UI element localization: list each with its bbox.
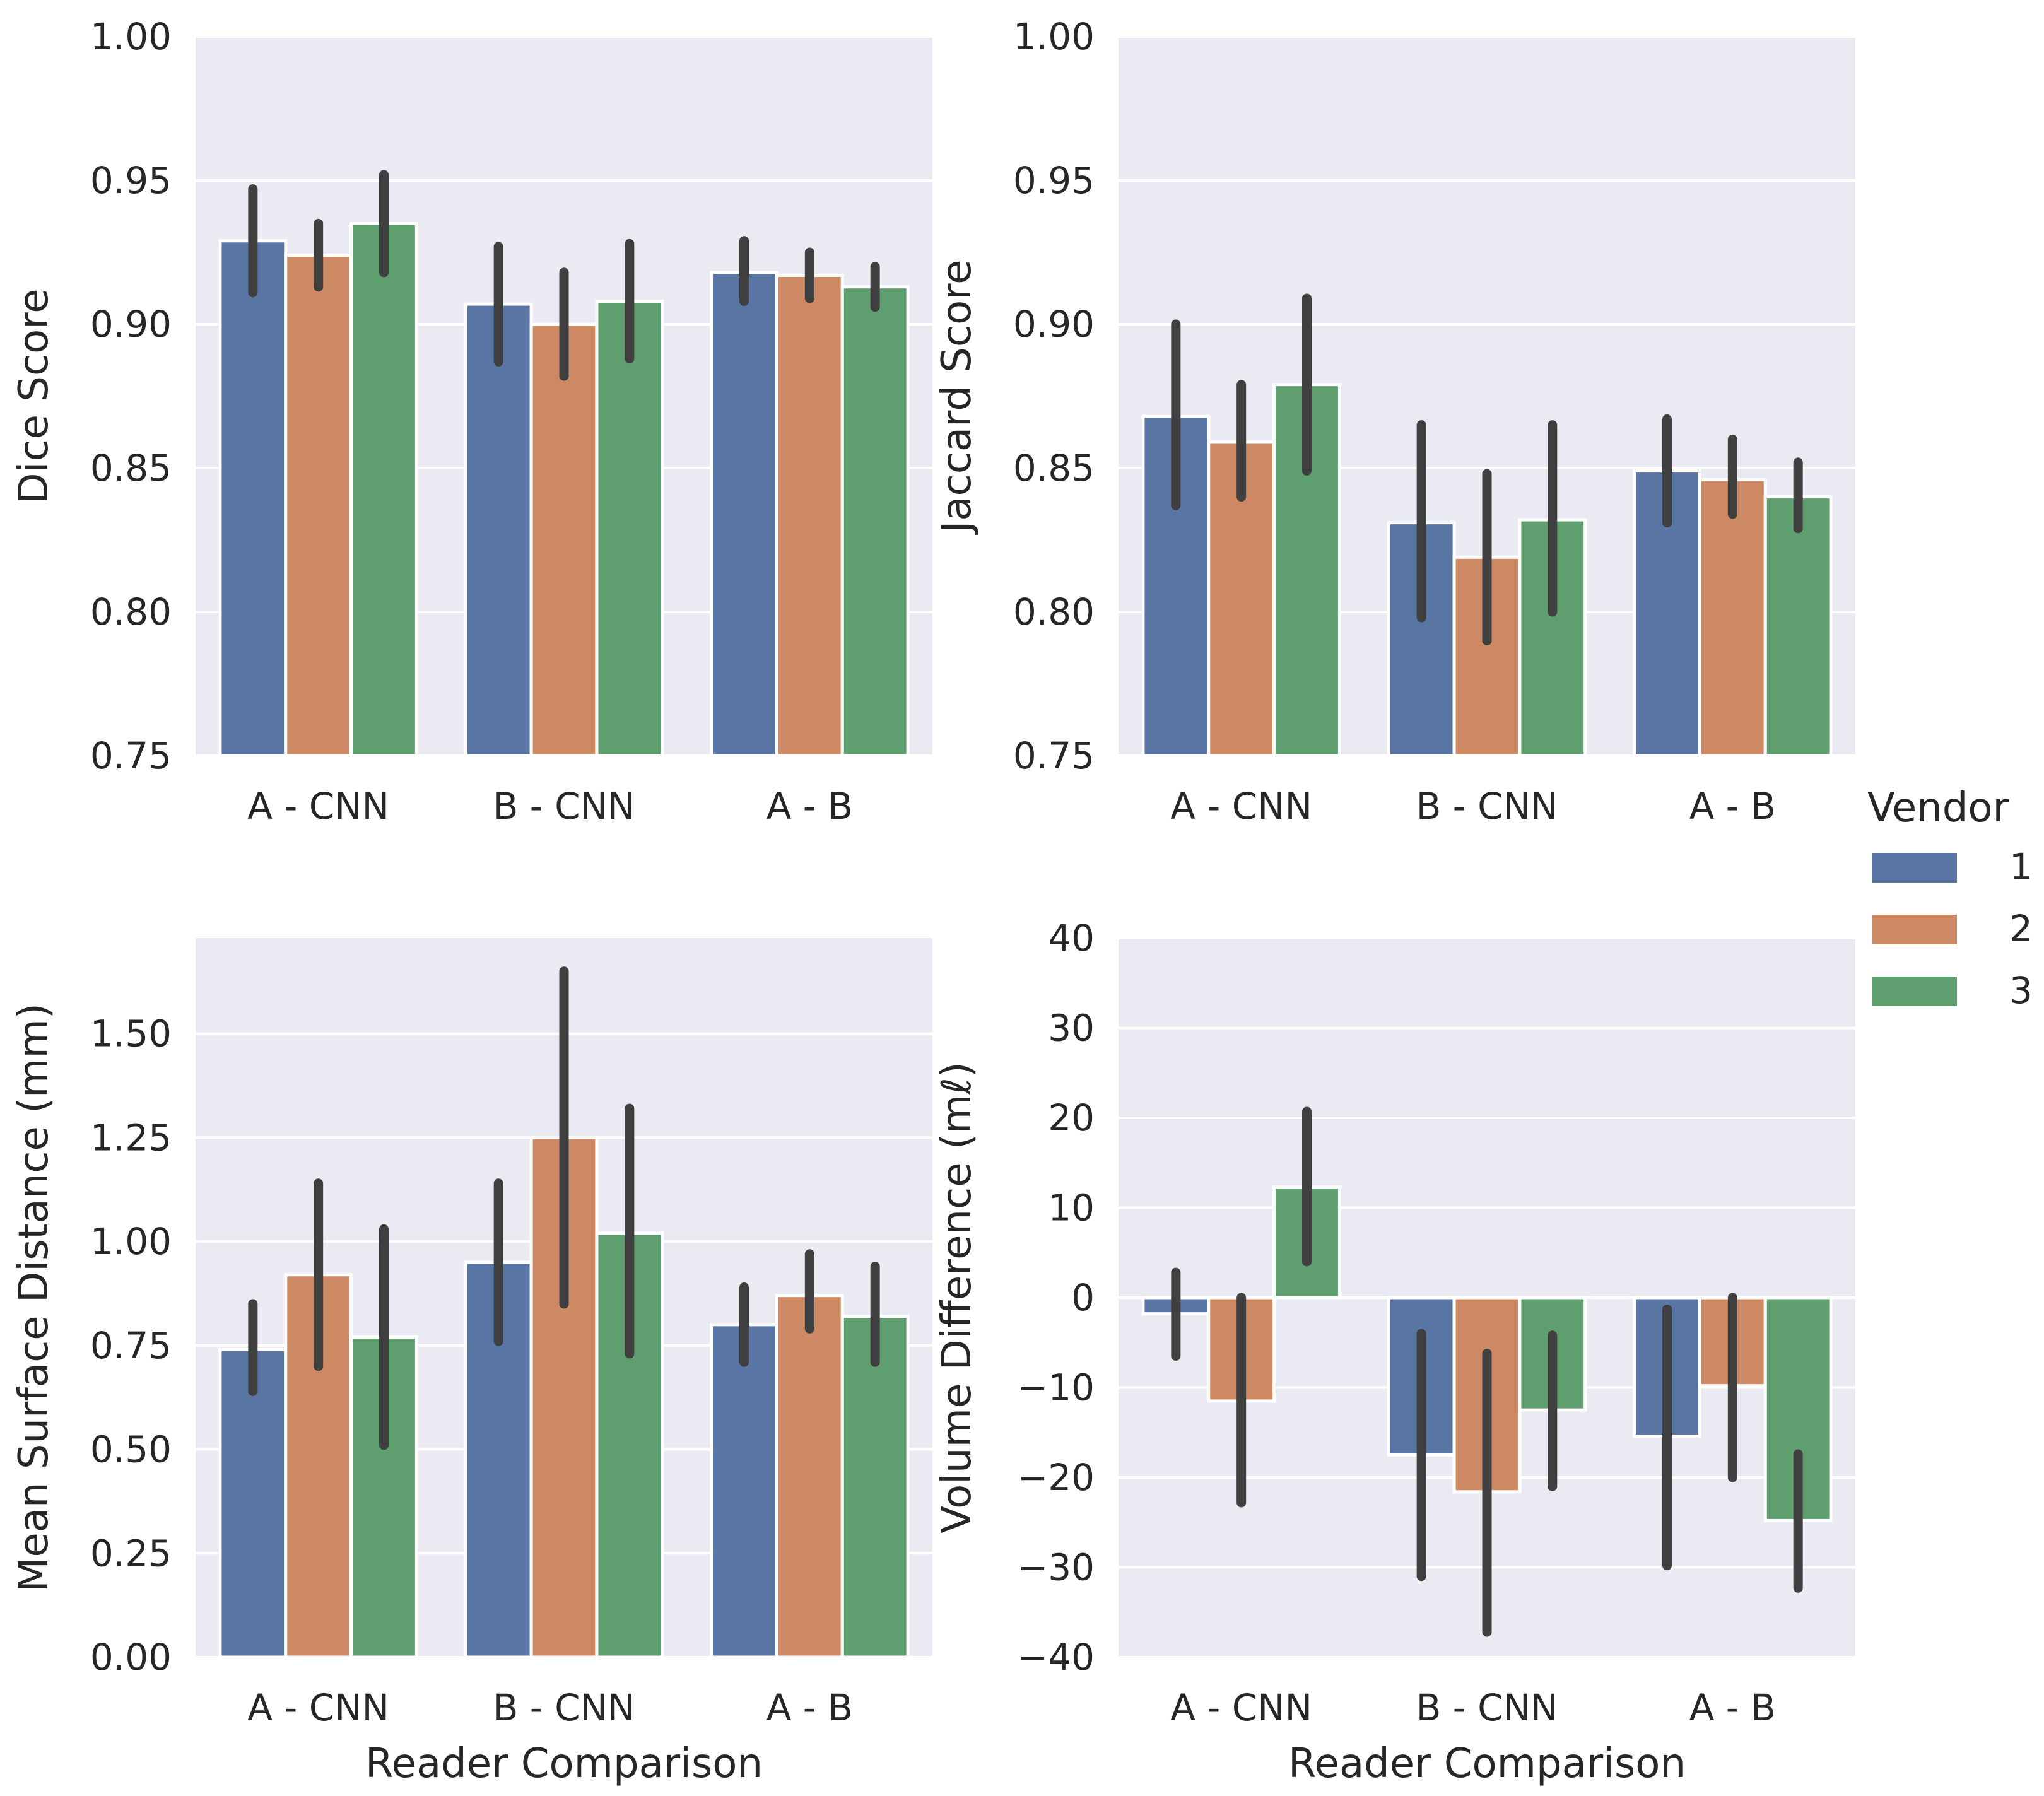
- ytick-label: 40: [1048, 917, 1095, 960]
- panel-bottom-left: 0.00 0.25 0.50 0.75 1.00 1.25 1.50 A - CNN B - C…: [11, 938, 932, 1787]
- panel-top-left: 0.75 0.80 0.85 0.90 0.95 1.00 A - CNN B - CNN A …: [11, 15, 932, 828]
- ytick-label: 0.95: [1013, 159, 1095, 202]
- ytick-label: 0.80: [90, 590, 172, 633]
- legend-swatch-vendor-1: [1872, 853, 1957, 883]
- bar-vendor-3-a-b: [840, 285, 910, 758]
- ytick-label: 0: [1071, 1276, 1095, 1319]
- x-axis-label: Reader Comparison: [1288, 1740, 1686, 1787]
- ytick-label: −20: [1018, 1456, 1095, 1499]
- ytick-label: 1.00: [90, 15, 172, 58]
- ytick-label: 0.95: [90, 159, 172, 202]
- panel-bottom-right: −40 −30 −20 −10 0 10 20 30 40 A - CNN B - CNN A - B…: [934, 917, 1855, 1787]
- legend-swatch-vendor-2: [1872, 915, 1957, 944]
- ytick-label: 20: [1048, 1096, 1095, 1139]
- bar-vendor-2-a-b: [775, 1294, 844, 1659]
- ytick-label: 0.90: [1013, 303, 1095, 346]
- x-axis-label: Reader Comparison: [365, 1740, 763, 1787]
- xtick-label: A - B: [1689, 785, 1776, 828]
- ytick-label: 1.50: [90, 1012, 172, 1055]
- xtick-label: A - CNN: [247, 1686, 389, 1729]
- bar-vendor-1-a-cnn: [218, 1347, 288, 1659]
- xtick-label: A - CNN: [247, 785, 389, 828]
- bar-vendor-3-a-b: [840, 1315, 910, 1659]
- ytick-label: 30: [1048, 1007, 1095, 1050]
- y-axis-label: Mean Surface Distance (mm): [11, 1003, 57, 1592]
- ytick-label: −40: [1018, 1636, 1095, 1679]
- ytick-label: 1.25: [90, 1116, 172, 1159]
- ytick-label: −10: [1018, 1366, 1095, 1409]
- legend-title: Vendor: [1867, 785, 2010, 831]
- ytick-label: 0.85: [1013, 447, 1095, 490]
- bar-vendor-2-a-cnn: [284, 254, 353, 758]
- ytick-label: 0.85: [90, 447, 172, 490]
- xtick-label: B - CNN: [493, 785, 635, 828]
- ytick-label: 0.75: [90, 1324, 172, 1367]
- xtick-label: B - CNN: [493, 1686, 635, 1729]
- ytick-label: 0.50: [90, 1428, 172, 1471]
- legend-label: 2: [2009, 907, 2033, 950]
- bar-vendor-3-a-cnn: [349, 221, 418, 758]
- bar-vendor-2-a-b: [1698, 478, 1767, 758]
- y-axis-label: Dice Score: [11, 288, 57, 503]
- ytick-label: 0.75: [1013, 734, 1095, 777]
- ytick-label: 0.80: [1013, 590, 1095, 633]
- ytick-label: 1.00: [90, 1220, 172, 1263]
- ytick-label: 0.90: [90, 303, 172, 346]
- bar-vendor-2-b-cnn: [529, 322, 599, 758]
- y-axis-label: Volume Difference (mℓ): [934, 1062, 980, 1533]
- bar-vendor-1-a-b: [710, 1323, 778, 1659]
- bar-vendor-1-a-cnn: [218, 239, 288, 758]
- legend-swatch-vendor-3: [1872, 977, 1957, 1006]
- bar-vendor-1-b-cnn: [464, 302, 533, 758]
- ytick-label: 0.00: [90, 1636, 172, 1679]
- bar-vendor-2-a-b: [775, 273, 844, 758]
- ytick-label: −30: [1018, 1546, 1095, 1589]
- xtick-label: A - B: [1689, 1686, 1776, 1729]
- bar-vendor-3-a-b: [1763, 495, 1833, 758]
- y-axis-label: Jaccard Score: [934, 259, 980, 535]
- legend-label: 1: [2009, 845, 2033, 888]
- bar-vendor-3-b-cnn: [595, 300, 664, 758]
- xtick-label: A - CNN: [1170, 785, 1312, 828]
- panel-top-right: 0.75 0.80 0.85 0.90 0.95 1.00 A - CNN B - CNN A …: [934, 15, 1855, 828]
- bar-vendor-1-a-b: [710, 271, 778, 758]
- xtick-label: A - B: [766, 785, 853, 828]
- xtick-label: A - CNN: [1170, 1686, 1312, 1729]
- ytick-label: 0.25: [90, 1532, 172, 1575]
- xtick-label: B - CNN: [1416, 1686, 1558, 1729]
- ytick-label: 1.00: [1013, 15, 1095, 58]
- ytick-label: 10: [1048, 1187, 1095, 1230]
- xtick-label: B - CNN: [1416, 785, 1558, 828]
- legend-label: 3: [2009, 969, 2033, 1012]
- ytick-label: 0.75: [90, 734, 172, 777]
- xtick-label: A - B: [766, 1686, 853, 1729]
- legend: Vendor 1 2 3: [1867, 785, 2033, 1012]
